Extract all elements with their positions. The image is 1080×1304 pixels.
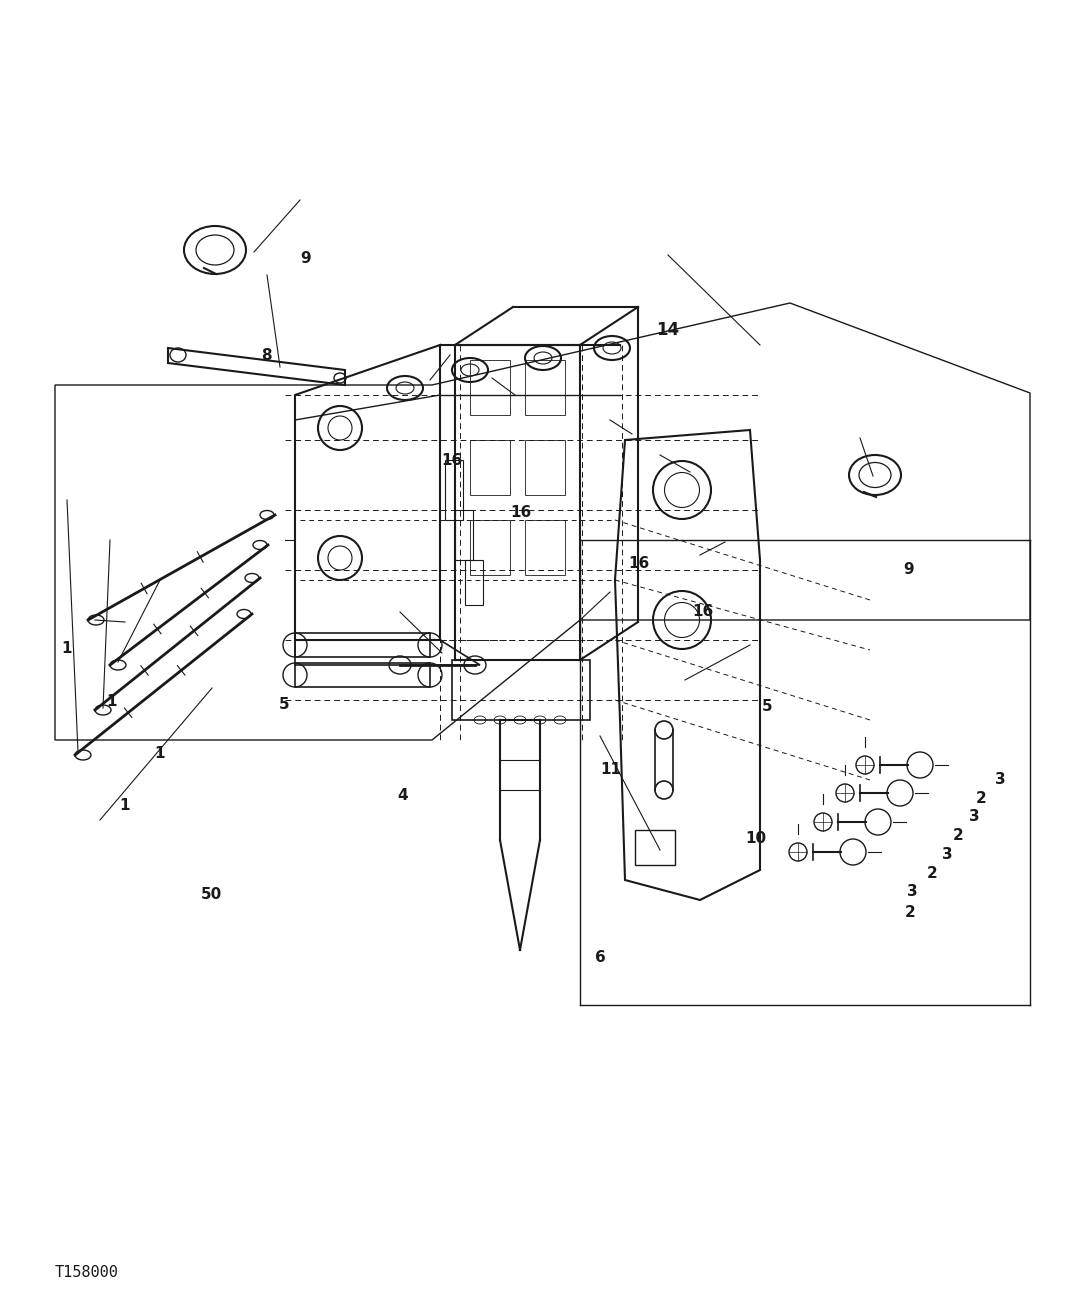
Text: 4: 4 — [397, 788, 408, 803]
Text: 14: 14 — [656, 321, 679, 339]
Text: 16: 16 — [629, 556, 650, 571]
Text: 10: 10 — [745, 831, 767, 846]
Text: 9: 9 — [903, 562, 914, 578]
Text: T158000: T158000 — [55, 1265, 119, 1281]
Text: 3: 3 — [995, 772, 1005, 788]
Text: 9: 9 — [300, 250, 311, 266]
Text: 2: 2 — [975, 790, 986, 806]
Text: 2: 2 — [953, 828, 963, 844]
Text: 1: 1 — [154, 746, 165, 762]
Text: 3: 3 — [907, 884, 918, 900]
Text: 1: 1 — [106, 694, 117, 709]
Text: 2: 2 — [927, 866, 937, 882]
Text: 16: 16 — [510, 505, 531, 520]
Text: 8: 8 — [261, 348, 272, 364]
Text: 3: 3 — [942, 846, 953, 862]
Text: 50: 50 — [201, 887, 222, 902]
Text: 6: 6 — [595, 949, 606, 965]
Text: 2: 2 — [905, 905, 916, 921]
Text: 5: 5 — [761, 699, 772, 715]
Text: 5: 5 — [279, 696, 289, 712]
Text: 16: 16 — [441, 452, 462, 468]
Text: 3: 3 — [969, 808, 980, 824]
Text: 1: 1 — [119, 798, 130, 814]
Text: 11: 11 — [600, 762, 622, 777]
Text: 16: 16 — [692, 604, 714, 619]
Text: 1: 1 — [62, 640, 72, 656]
